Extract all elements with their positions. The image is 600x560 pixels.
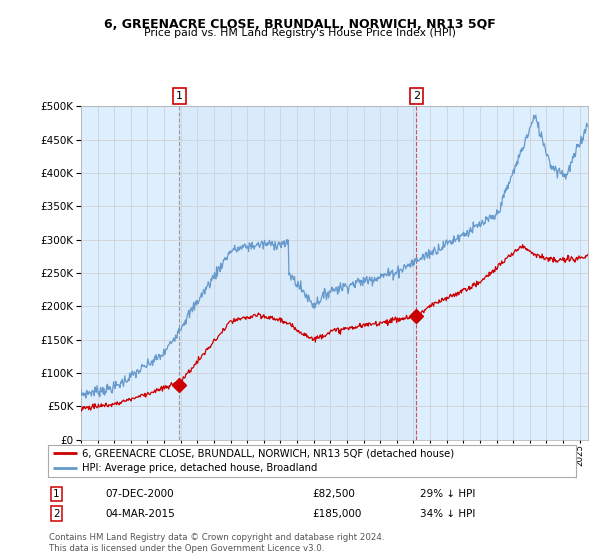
- Text: Price paid vs. HM Land Registry's House Price Index (HPI): Price paid vs. HM Land Registry's House …: [144, 28, 456, 38]
- Text: 04-MAR-2015: 04-MAR-2015: [105, 508, 175, 519]
- Text: 1: 1: [53, 489, 60, 499]
- Text: Contains HM Land Registry data © Crown copyright and database right 2024.
This d: Contains HM Land Registry data © Crown c…: [49, 533, 385, 553]
- Text: 2: 2: [53, 508, 60, 519]
- Bar: [179, 106, 416, 440]
- Text: 6, GREENACRE CLOSE, BRUNDALL, NORWICH, NR13 5QF: 6, GREENACRE CLOSE, BRUNDALL, NORWICH, N…: [104, 18, 496, 31]
- Text: £185,000: £185,000: [312, 508, 361, 519]
- Text: 1: 1: [176, 91, 183, 101]
- Text: HPI: Average price, detached house, Broadland: HPI: Average price, detached house, Broa…: [82, 463, 317, 473]
- Text: 29% ↓ HPI: 29% ↓ HPI: [420, 489, 475, 499]
- Text: 34% ↓ HPI: 34% ↓ HPI: [420, 508, 475, 519]
- Text: 2: 2: [413, 91, 420, 101]
- Text: 07-DEC-2000: 07-DEC-2000: [105, 489, 173, 499]
- Text: £82,500: £82,500: [312, 489, 355, 499]
- Text: 6, GREENACRE CLOSE, BRUNDALL, NORWICH, NR13 5QF (detached house): 6, GREENACRE CLOSE, BRUNDALL, NORWICH, N…: [82, 449, 454, 459]
